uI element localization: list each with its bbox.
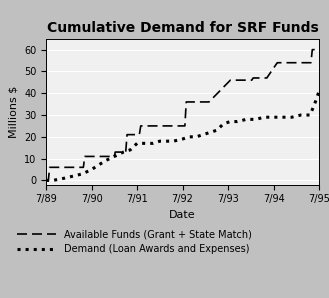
- Y-axis label: Millions $: Millions $: [9, 86, 18, 138]
- Title: Cumulative Demand for SRF Funds: Cumulative Demand for SRF Funds: [47, 21, 318, 35]
- X-axis label: Date: Date: [169, 210, 196, 220]
- Legend: Available Funds (Grant + State Match), Demand (Loan Awards and Expenses): Available Funds (Grant + State Match), D…: [13, 226, 256, 258]
